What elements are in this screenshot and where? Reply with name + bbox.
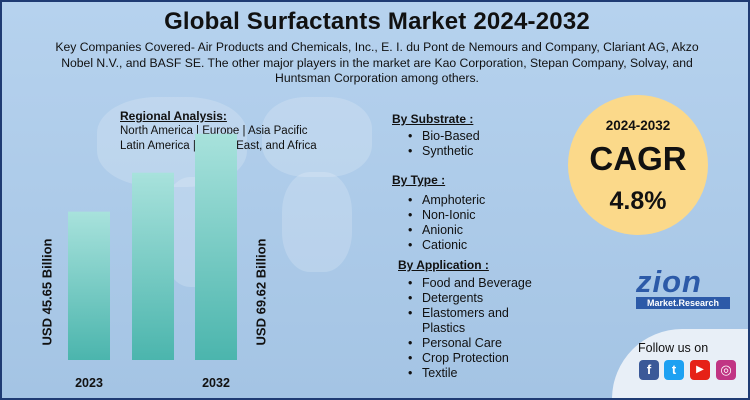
key-companies-text: Key Companies Covered- Air Products and …: [20, 40, 734, 87]
subtitle-line: Nobel N.V., and BASF SE. The other major…: [61, 55, 693, 70]
by-type-heading: By Type :: [392, 173, 446, 187]
list-item: Elastomers and Plastics: [408, 306, 538, 336]
follow-us-text: Follow us on: [638, 341, 709, 355]
by-substrate-heading: By Substrate :: [392, 112, 474, 126]
subtitle-line: Key Companies Covered- Air Products and …: [55, 40, 699, 54]
subtitle-line: Huntsman Corporation among others.: [275, 71, 479, 85]
zion-logo[interactable]: zion Market.Research: [632, 264, 732, 314]
world-map-continent: [162, 177, 232, 287]
x-tick-label: 2032: [202, 376, 230, 390]
regional-line: Latin America | Middle East, and Africa: [120, 140, 317, 152]
list-item: Food and Beverage: [408, 276, 538, 291]
regional-line: North America | Europe | Asia Pacific: [120, 125, 308, 137]
list-item: Crop Protection: [408, 351, 538, 366]
logo-wordmark: zion: [636, 264, 702, 299]
facebook-icon[interactable]: f: [639, 360, 659, 380]
application-list: Food and Beverage Detergents Elastomers …: [408, 276, 538, 381]
x-tick-label: 2023: [75, 376, 103, 390]
substrate-list: Bio-Based Synthetic: [408, 129, 480, 159]
page-title: Global Surfactants Market 2024-2032: [164, 8, 590, 35]
cagr-value: 4.8%: [609, 187, 667, 215]
list-item: Non-Ionic: [408, 208, 485, 223]
by-application-heading: By Application :: [398, 258, 489, 272]
cagr-label: CAGR: [589, 140, 687, 177]
logo-subtitle: Market.Research: [636, 297, 730, 309]
regional-analysis-heading: Regional Analysis:: [120, 109, 227, 123]
instagram-icon[interactable]: ◎: [716, 360, 736, 380]
bar-value-label: USD 69.62 Billion: [253, 238, 268, 345]
world-map-continent: [282, 172, 352, 272]
cagr-badge: 2024-2032 CAGR 4.8%: [568, 95, 708, 235]
list-item: Anionic: [408, 223, 485, 238]
list-item: Detergents: [408, 291, 538, 306]
list-item: Cationic: [408, 238, 485, 253]
bar-value-label: USD 45.65 Billion: [39, 238, 54, 345]
list-item: Personal Care: [408, 336, 538, 351]
twitter-icon[interactable]: t: [664, 360, 684, 380]
world-map-continent: [262, 97, 372, 177]
list-item: Synthetic: [408, 144, 480, 159]
cagr-years: 2024-2032: [605, 118, 671, 133]
youtube-icon[interactable]: ▶: [690, 360, 710, 380]
list-item: Amphoteric: [408, 193, 485, 208]
list-item: Bio-Based: [408, 129, 480, 144]
list-item: Textile: [408, 366, 538, 381]
bar-2023: [68, 211, 110, 360]
type-list: Amphoteric Non-Ionic Anionic Cationic: [408, 193, 485, 253]
